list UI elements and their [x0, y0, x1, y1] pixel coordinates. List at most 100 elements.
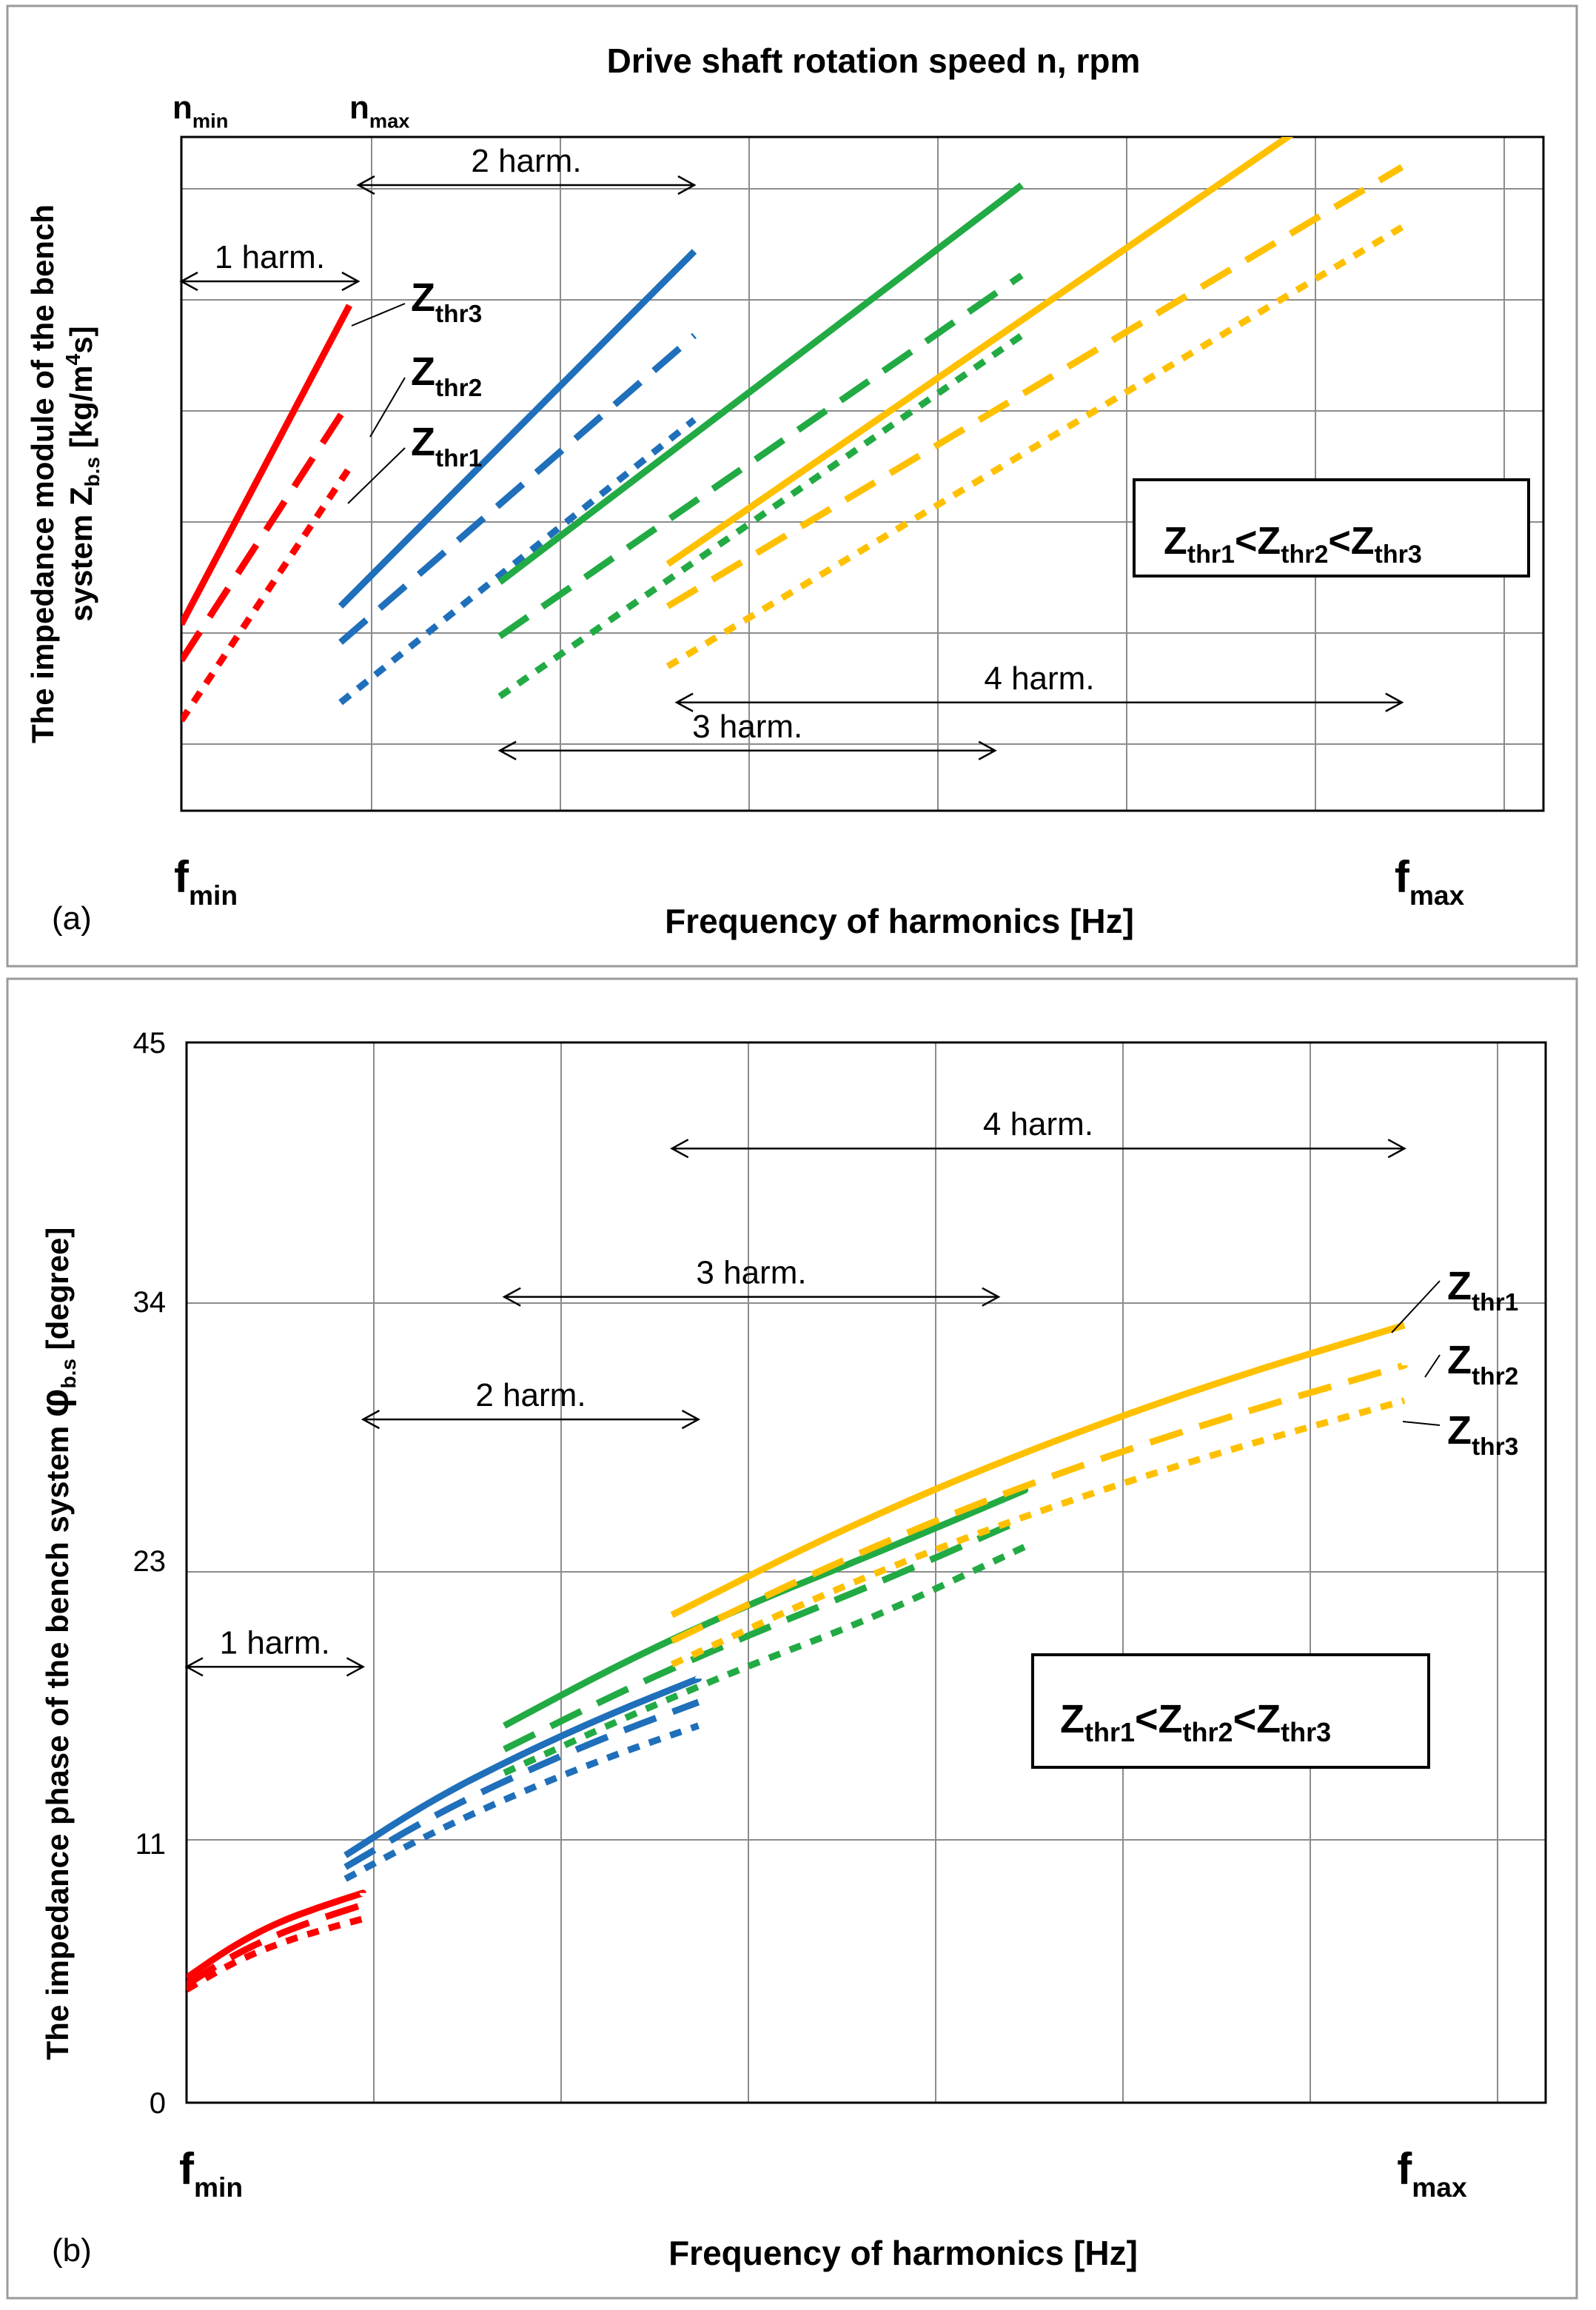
series-line	[503, 1515, 1029, 1752]
series-line	[665, 164, 1404, 609]
series-line	[187, 1901, 366, 1988]
plot-area-border	[185, 1041, 1547, 2104]
x-tick-label: fmin	[174, 852, 238, 911]
series-line	[670, 1362, 1408, 1644]
y-tick-label: 23	[133, 1545, 167, 1578]
legend-text: Zthr1<Zthr2<Zthr3	[1164, 520, 1422, 569]
series-label: Zthr1	[411, 420, 482, 472]
chart-panel-a: 1 harm. 2 harm. 3 harm. 4 harm. fmin fmax Freq…	[6, 4, 1578, 968]
series-line	[497, 272, 1024, 640]
y-tick-label: 11	[135, 1828, 166, 1861]
series-line	[503, 1487, 1029, 1729]
series-line	[497, 332, 1024, 700]
harmonic-range-arrow: 1 harm.	[179, 239, 361, 292]
harmonic-range-arrow: 3 harm.	[497, 709, 997, 760]
harmonic-range-arrow: 4 harm.	[674, 660, 1404, 712]
range-arrow-head	[978, 740, 997, 760]
series-line	[187, 1889, 366, 1981]
legend: Zthr1<Zthr2<Zthr3	[1031, 1653, 1430, 1769]
x-tick-label: fmax	[1397, 2144, 1467, 2203]
y-axis-title: The impedance module of the bench system …	[25, 204, 104, 743]
series-line	[343, 1722, 700, 1882]
panel-label: (a)	[52, 900, 92, 937]
series-line	[665, 137, 1294, 567]
range-arrow-head	[681, 1410, 701, 1430]
panel-frame	[6, 977, 1578, 2300]
series-label-pointer	[347, 447, 406, 504]
series-line	[338, 249, 697, 609]
range-arrow-head	[497, 740, 517, 760]
legend-box	[1133, 478, 1530, 578]
series-line	[181, 466, 352, 723]
series-label-pointer	[1402, 1421, 1441, 1426]
panel-label: (b)	[52, 2232, 92, 2269]
series-label-pointer	[1391, 1280, 1441, 1333]
range-arrow-head	[670, 1139, 689, 1159]
range-label: 3 harm.	[692, 709, 802, 745]
range-label: 1 harm.	[220, 1624, 330, 1661]
series-line	[497, 182, 1024, 585]
series-label: Zthr2	[411, 349, 482, 402]
range-arrow-head	[179, 271, 198, 292]
top-axis-label: nmax	[349, 90, 409, 132]
x-tick-label: fmax	[1395, 852, 1465, 911]
series-label: Zthr2	[1447, 1338, 1518, 1390]
series-group	[181, 137, 1404, 723]
top-axis-label: nmin	[172, 90, 228, 132]
series-line	[343, 1698, 700, 1870]
range-arrow-head	[346, 1657, 366, 1677]
range-label: 4 harm.	[984, 660, 1094, 697]
range-arrow-head	[361, 1410, 380, 1430]
range-arrow-head	[356, 175, 375, 195]
x-tick-label: fmin	[179, 2144, 243, 2203]
series-line	[665, 224, 1404, 669]
range-label: 1 harm.	[215, 239, 325, 275]
legend-box	[1031, 1653, 1430, 1769]
x-axis-title: Frequency of harmonics [Hz]	[665, 902, 1134, 940]
range-arrow-head	[677, 175, 697, 195]
series-line	[670, 1397, 1406, 1668]
range-arrow-head	[674, 692, 694, 712]
series-line	[181, 304, 352, 626]
y-tick-label: 0	[150, 2087, 166, 2120]
series-line	[338, 417, 697, 706]
series-line	[670, 1322, 1408, 1618]
plot-area-border	[180, 135, 1545, 812]
series-label-pointer	[351, 303, 406, 327]
range-arrow-head	[982, 1287, 1001, 1307]
range-label: 3 harm.	[696, 1255, 806, 1291]
series-label: Zthr3	[1447, 1408, 1518, 1461]
y-tick-label: 45	[133, 1027, 167, 1059]
series-label: Zthr1	[1447, 1264, 1518, 1316]
harmonic-range-arrow: 3 harm.	[502, 1255, 1001, 1307]
harmonic-range-arrow: 1 harm.	[184, 1624, 366, 1677]
harmonic-range-arrow: 2 harm.	[361, 1377, 701, 1430]
range-arrow-head	[502, 1287, 521, 1307]
series-line	[343, 1675, 702, 1858]
harmonic-range-arrow: 2 harm.	[356, 143, 697, 195]
series-label: Zthr3	[411, 275, 482, 328]
series-line	[503, 1543, 1029, 1776]
grid	[181, 137, 1543, 811]
x-axis-title: Frequency of harmonics [Hz]	[668, 2234, 1138, 2272]
chart-panel-b: 1 harm. 2 harm. 3 harm. 4 harm. fmin fmax Freq…	[6, 977, 1578, 2300]
series-line	[338, 332, 697, 645]
series-label-pointer	[369, 377, 406, 438]
legend: Zthr1<Zthr2<Zthr3	[1133, 478, 1530, 578]
series-group	[187, 1322, 1408, 1993]
range-arrow-head	[341, 271, 361, 292]
range-label: 2 harm.	[475, 1377, 586, 1413]
range-arrow-head	[1387, 1139, 1406, 1159]
series-label-pointer	[1424, 1354, 1441, 1378]
harmonic-range-arrow: 4 harm.	[670, 1106, 1406, 1159]
range-label: 2 harm.	[471, 143, 581, 179]
legend-text: Zthr1<Zthr2<Zthr3	[1060, 1697, 1331, 1747]
range-arrow-head	[1385, 692, 1404, 712]
range-arrow-head	[184, 1657, 204, 1677]
series-line	[187, 1915, 366, 1993]
chart-title: Drive shaft rotation speed n, rpm	[607, 41, 1141, 80]
y-axis-title: The impedance phase of the bench system …	[33, 1228, 80, 2060]
y-tick-label: 34	[133, 1286, 167, 1319]
range-label: 4 harm.	[983, 1106, 1093, 1142]
